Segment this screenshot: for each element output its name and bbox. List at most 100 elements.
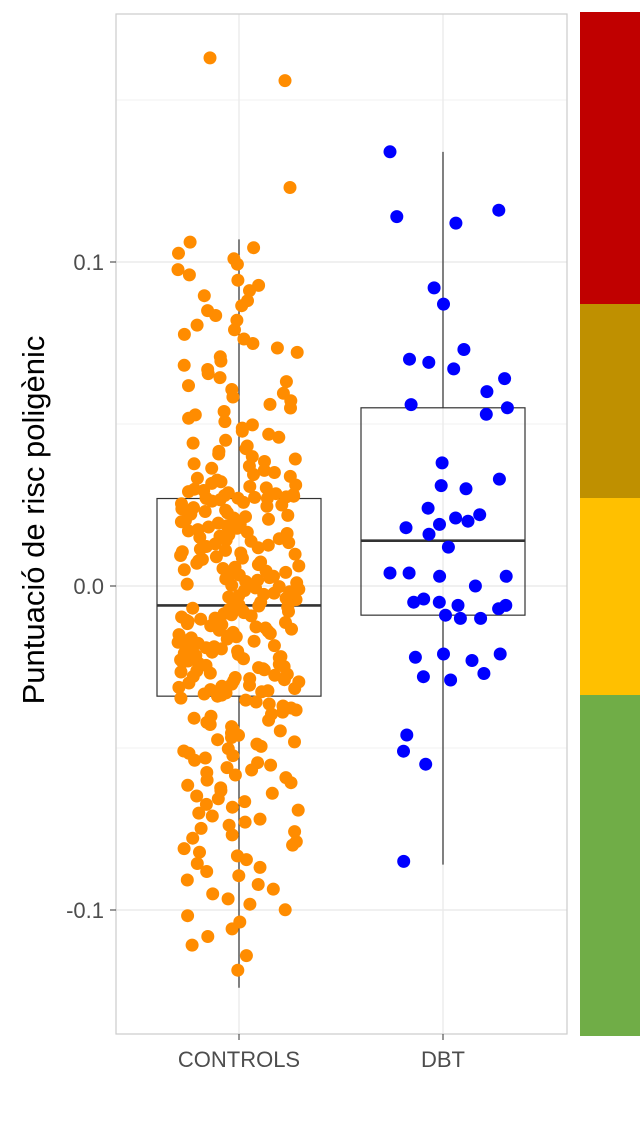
controls-point	[290, 576, 304, 590]
controls-point	[205, 461, 219, 475]
controls-point	[279, 616, 292, 629]
controls-point	[265, 786, 279, 800]
controls-point	[289, 835, 303, 849]
dbt-point	[437, 647, 450, 661]
risk-band-high	[580, 12, 640, 304]
dbt-point	[419, 757, 433, 771]
controls-point	[187, 501, 200, 515]
controls-point	[207, 640, 221, 654]
controls-point	[205, 809, 219, 823]
controls-point	[222, 590, 236, 604]
dbt-point	[433, 517, 446, 531]
controls-point	[234, 546, 248, 560]
controls-point	[239, 510, 252, 524]
controls-point	[272, 580, 286, 594]
controls-point	[262, 427, 276, 441]
dbt-point	[422, 355, 436, 369]
dbt-point	[422, 527, 436, 541]
controls-point	[251, 878, 265, 891]
controls-point	[219, 503, 233, 517]
dbt-point	[441, 540, 455, 554]
controls-point	[187, 482, 201, 496]
controls-point	[262, 512, 275, 526]
controls-point	[268, 668, 282, 682]
dbt-point	[500, 401, 514, 415]
dbt-point	[433, 569, 447, 583]
controls-point	[243, 480, 257, 493]
controls-point	[203, 51, 217, 65]
controls-point	[200, 865, 214, 878]
controls-point	[253, 812, 267, 826]
controls-point	[221, 742, 235, 756]
controls-point	[192, 806, 206, 820]
risk-band-low	[580, 695, 640, 1036]
dbt-point	[461, 514, 475, 528]
controls-point	[198, 505, 212, 518]
risk-band-moderate	[580, 498, 640, 695]
dbt-point	[397, 744, 410, 758]
controls-point	[177, 563, 191, 577]
controls-point	[221, 892, 235, 906]
risk-band-elevated	[580, 304, 640, 498]
controls-point	[230, 313, 244, 327]
dbt-point	[407, 595, 421, 609]
controls-point	[186, 831, 200, 845]
controls-point	[219, 433, 233, 447]
controls-point	[212, 444, 226, 458]
controls-point	[188, 408, 202, 422]
dbt-point	[457, 343, 471, 356]
dbt-point	[437, 297, 450, 311]
controls-point	[221, 486, 235, 500]
y-tick-label: 0.1	[73, 250, 104, 275]
controls-point	[233, 915, 247, 929]
dbt-point	[434, 479, 448, 493]
controls-point	[209, 550, 223, 564]
dbt-point	[444, 673, 458, 687]
dbt-point	[435, 456, 449, 470]
controls-point	[259, 621, 272, 635]
y-tick-label: 0.0	[73, 574, 104, 599]
controls-point	[247, 241, 261, 255]
controls-point	[177, 744, 191, 758]
dbt-point	[492, 472, 506, 486]
controls-point	[288, 735, 301, 749]
controls-point	[187, 711, 201, 725]
controls-point	[281, 508, 295, 522]
dbt-point	[427, 281, 441, 295]
controls-point	[267, 639, 281, 653]
controls-point	[251, 756, 265, 770]
controls-point	[182, 268, 196, 282]
controls-point	[253, 860, 267, 874]
dbt-point	[404, 398, 418, 412]
dbt-point	[439, 608, 452, 622]
controls-point	[249, 620, 263, 634]
controls-point	[201, 363, 215, 376]
controls-point	[194, 612, 208, 626]
controls-point	[190, 789, 204, 803]
controls-point	[254, 555, 268, 569]
controls-point	[211, 733, 225, 747]
controls-point	[172, 680, 186, 694]
controls-point	[191, 523, 205, 537]
controls-point	[228, 768, 242, 782]
controls-point	[279, 771, 293, 785]
dbt-point	[493, 647, 507, 661]
controls-point	[227, 252, 241, 266]
controls-point	[181, 524, 195, 538]
dbt-point	[417, 592, 431, 606]
dbt-point	[479, 407, 493, 421]
dbt-point	[383, 566, 397, 580]
controls-point	[263, 397, 277, 411]
controls-point	[194, 821, 208, 835]
controls-point	[187, 457, 201, 471]
dbt-point	[453, 611, 467, 625]
controls-point	[274, 650, 288, 664]
controls-point	[252, 661, 266, 675]
controls-point	[213, 350, 227, 364]
controls-point	[270, 341, 284, 355]
controls-point	[172, 246, 185, 260]
controls-point	[174, 691, 188, 705]
controls-point	[240, 439, 254, 453]
dbt-point	[400, 728, 414, 742]
